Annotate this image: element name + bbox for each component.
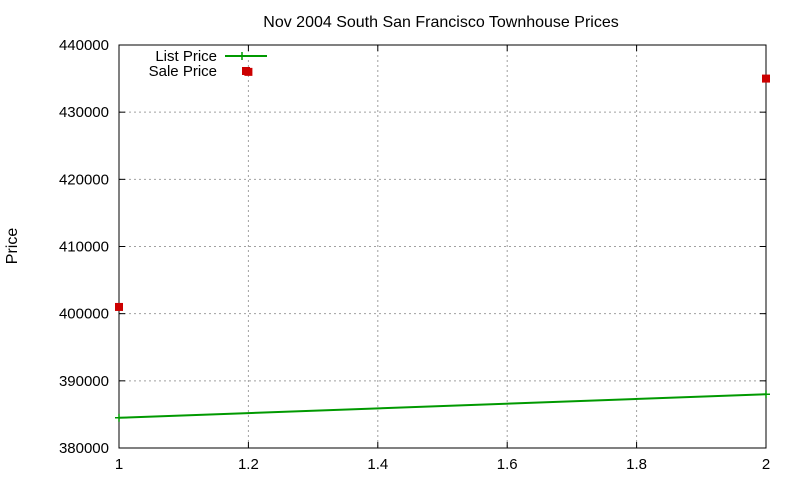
list-price-line xyxy=(118,393,767,419)
legend-sale-price-swatch xyxy=(242,67,250,75)
x-tick-label: 1.2 xyxy=(238,456,259,473)
legend-list-price-marker xyxy=(238,52,246,60)
y-tick-label: 380000 xyxy=(59,440,109,457)
legend-list-price-label: List Price xyxy=(155,48,217,65)
y-tick-label: 410000 xyxy=(59,239,109,256)
sale-price-point xyxy=(762,74,770,83)
y-tick-label: 390000 xyxy=(59,373,109,390)
list-price-point xyxy=(762,390,770,399)
x-tick-label: 1.4 xyxy=(367,456,388,473)
data-series xyxy=(115,67,770,422)
axis-ticks: 1 1.2 1.4 1.6 1.8 2 380000 390000 400000 410000 42… xyxy=(59,37,770,473)
x-tick-label: 1.6 xyxy=(497,456,518,473)
x-tick-label: 2 xyxy=(762,456,770,473)
plot-frame xyxy=(118,44,767,449)
y-tick-label: 430000 xyxy=(59,104,109,121)
x-tick-label: 1 xyxy=(115,456,123,473)
grid-lines xyxy=(119,45,766,448)
y-tick-label: 400000 xyxy=(59,306,109,323)
y-tick-label: 420000 xyxy=(59,171,109,188)
x-tick-label: 1.8 xyxy=(626,456,647,473)
chart-title: Nov 2004 South San Francisco Townhouse P… xyxy=(263,14,618,31)
legend-sale-price-label: Sale Price xyxy=(149,63,217,80)
y-tick-label: 440000 xyxy=(59,37,109,54)
y-axis-label: Price xyxy=(4,228,21,265)
sale-price-point xyxy=(115,302,123,311)
list-price-point xyxy=(115,413,123,422)
